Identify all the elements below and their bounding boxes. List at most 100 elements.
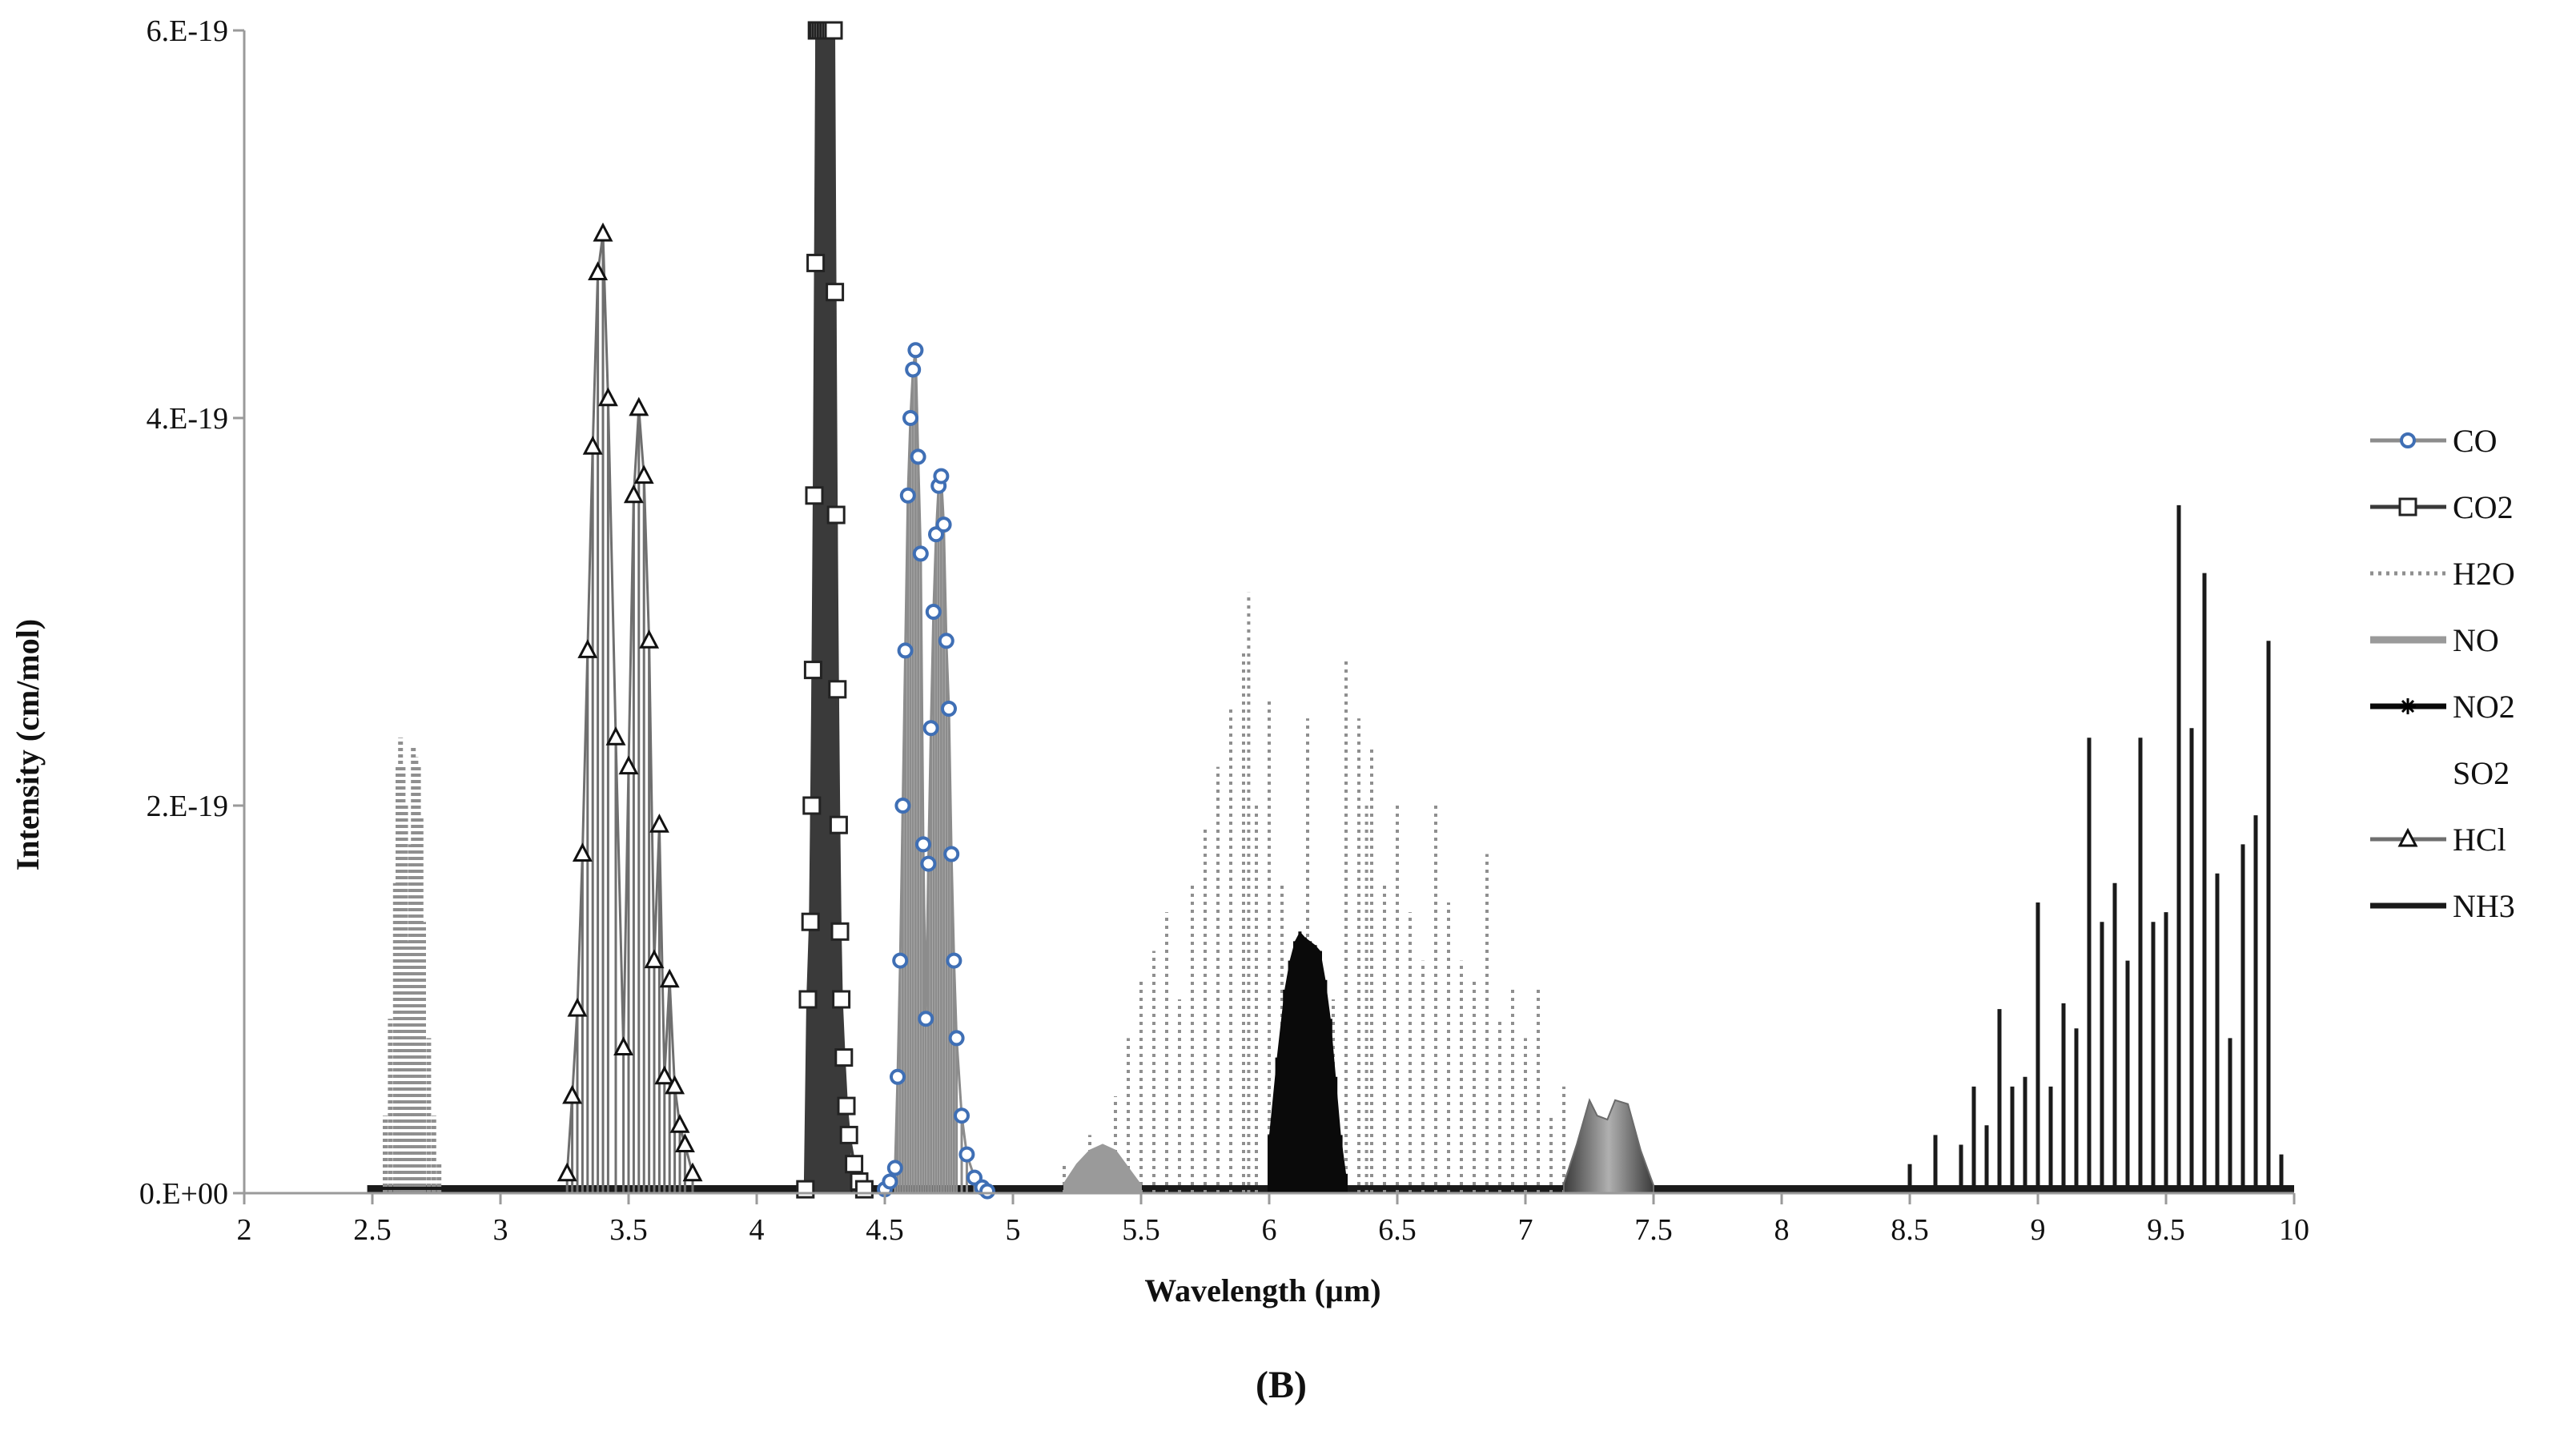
x-tick-label: 5 [1006,1213,1021,1247]
marker-circle [892,952,909,969]
series-hcl [557,222,703,1193]
legend-label-co2: CO2 [2453,489,2514,525]
marker-triangle [665,1075,685,1095]
marker-circle [935,517,952,533]
marker-circle [907,342,924,359]
marker-triangle [582,436,603,455]
marker-square [828,680,847,699]
series-nh3 [1907,504,2284,1193]
marker-circle [912,545,929,562]
marker-circle [946,952,962,969]
legend-item-no2: NO2 [2370,689,2515,725]
marker-circle [948,1030,965,1047]
marker-square [801,912,820,931]
marker-square [834,1048,854,1067]
marker-asterisk [2400,698,2416,714]
marker-triangle [562,1084,583,1104]
marker-square [832,990,851,1009]
x-tick-label: 5.5 [1122,1213,1160,1247]
series-hcl-line [565,233,694,1175]
marker-circle [954,1107,970,1124]
marker-triangle [613,1036,634,1055]
y-tick-label: 4.E-19 [147,402,228,436]
marker-square [826,505,846,525]
marker-circle [2400,432,2416,448]
x-tick-label: 8.5 [1891,1213,1929,1247]
marker-triangle [629,396,649,416]
marker-triangle [639,629,660,649]
marker-triangle [654,1065,675,1085]
marker-circle [894,798,911,814]
marker-square [837,1096,856,1115]
x-tick-label: 4.5 [866,1213,904,1247]
marker-triangle [597,387,618,407]
marker-circle [938,633,954,649]
series-no2 [1268,931,1348,1193]
marker-circle [958,1146,975,1163]
x-axis-title: Wavelength (µm) [1144,1272,1380,1308]
x-tick-label: 7.5 [1634,1213,1673,1247]
series-so2-area [1563,1098,1654,1194]
marker-circle [910,448,926,465]
marker-triangle [593,222,613,242]
marker-square [824,21,843,40]
marker-triangle [633,464,654,484]
marker-square [2398,497,2417,517]
marker-square [839,1125,858,1144]
marker-square [806,253,826,272]
y-axis-title: Intensity (cm/mol) [10,619,46,870]
legend-label-no: NO [2453,622,2499,658]
marker-triangle [649,813,669,833]
legend-label-so2: SO2 [2453,755,2510,791]
legend-label-hcl: HCl [2453,822,2506,858]
marker-square [798,990,818,1009]
marker-triangle [618,755,639,775]
x-tick-label: 9 [2031,1213,2046,1247]
legend-label-co: CO [2453,423,2498,459]
y-tick-label: 2.E-19 [147,790,228,823]
marker-circle [905,361,922,378]
x-tick-label: 10 [2279,1213,2309,1247]
marker-circle [920,855,937,872]
marker-square [796,1180,815,1199]
x-tick-label: 4 [749,1213,765,1247]
legend-item-no: NO [2370,622,2499,658]
legend: CO CO2 H2O NO NO2 SO2 HCl NH3 [2370,423,2515,924]
x-tick-label: 6.5 [1378,1213,1417,1247]
marker-circle [922,720,939,737]
x-tick-label: 8 [1774,1213,1790,1247]
legend-label-h2o: H2O [2453,556,2515,592]
x-tick-label: 6 [1262,1213,1277,1247]
legend-item-h2o: H2O [2370,556,2515,592]
marker-triangle [682,1162,703,1182]
x-tick-label: 3.5 [609,1213,648,1247]
legend-item-co: CO [2370,423,2498,459]
marker-circle [890,1068,906,1085]
legend-label-nh3: NH3 [2453,888,2515,924]
marker-circle [899,487,916,504]
marker-triangle [659,968,680,988]
marker-circle [925,604,942,620]
series-co2 [796,21,874,1199]
marker-circle [897,642,914,659]
marker-square [829,815,848,834]
x-tick-label: 2 [237,1213,252,1247]
marker-circle [915,836,931,853]
axes-layer: 0.E+00 2.E-19 4.E-19 6.E-19 2 2.5 3 3.5 4 4.5 5 5.5… [139,14,2309,1247]
marker-circle [918,1011,934,1027]
marker-circle [882,1173,898,1190]
x-tick-label: 3 [493,1213,508,1247]
x-tick-label: 7 [1518,1213,1533,1247]
marker-square [805,486,824,505]
series-layer [367,21,2294,1200]
marker-triangle [567,997,588,1017]
marker-square [803,661,822,680]
legend-label-no2: NO2 [2453,689,2515,725]
legend-item-hcl: HCl [2370,822,2506,858]
x-tick-label: 9.5 [2147,1213,2185,1247]
series-co [877,342,995,1200]
legend-item-nh3: NH3 [2370,888,2515,924]
legend-item-co2: CO2 [2370,489,2514,525]
marker-triangle [644,949,665,969]
marker-square [830,922,850,941]
